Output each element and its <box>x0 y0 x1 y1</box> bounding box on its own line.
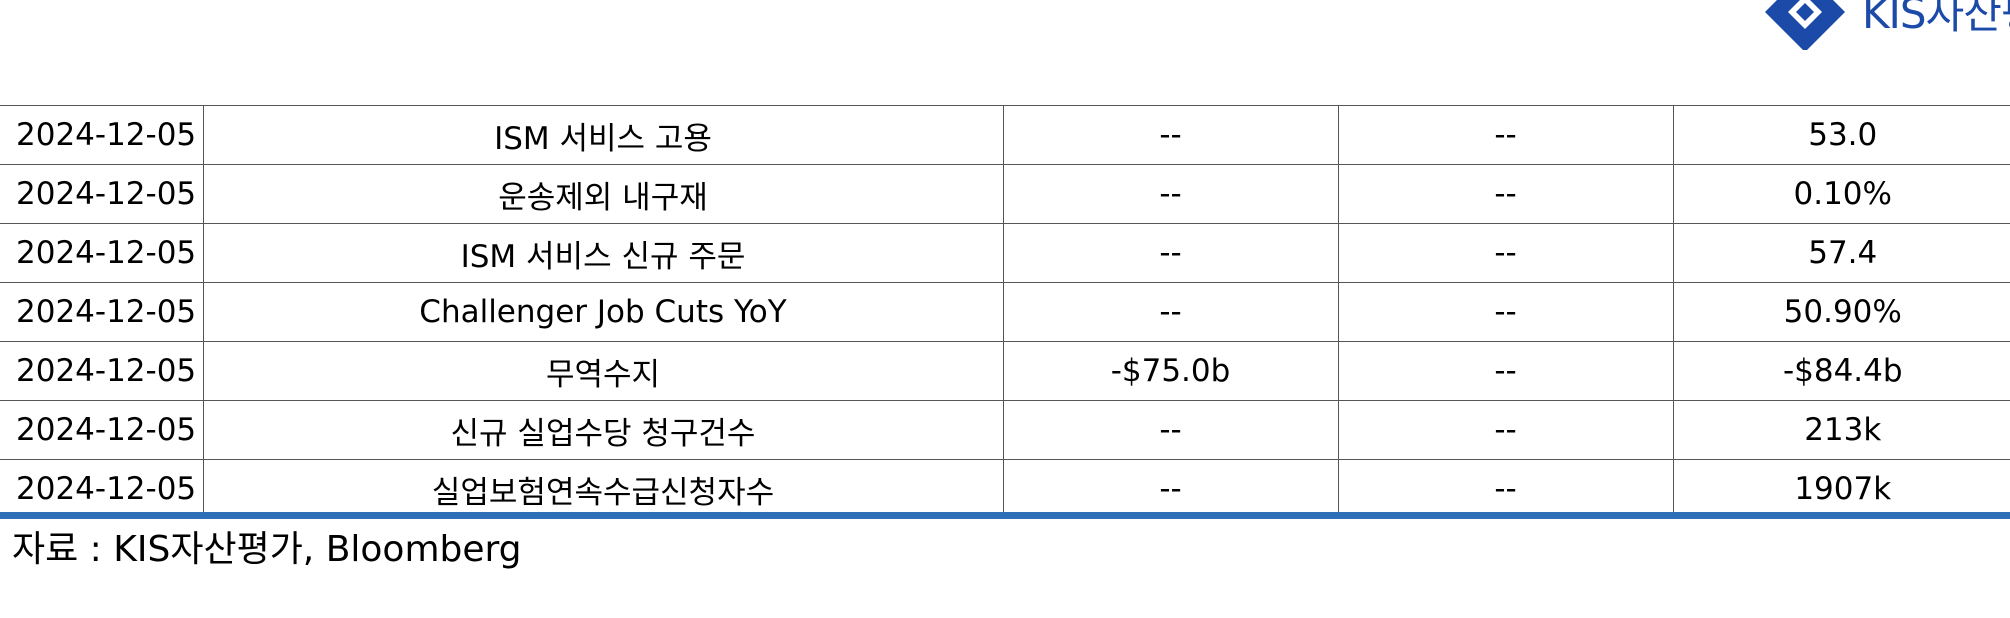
value-cell-4: -- <box>1337 105 1673 165</box>
date-cell: 2024-12-05 <box>0 164 203 224</box>
table-body: 2024-12-05 ISM 서비스 고용 -- -- 53.0 2024-12-05 운송… <box>0 105 2010 518</box>
value-cell-4: -- <box>1337 164 1673 224</box>
value-cell-3: -- <box>1002 164 1338 224</box>
event-cell: 실업보험연속수급신청자수 <box>202 459 1003 518</box>
value-cell-4: -- <box>1337 400 1673 460</box>
table-bottom-rule <box>0 512 2010 519</box>
date-cell: 2024-12-05 <box>0 400 203 460</box>
value-cell-5: 0.10% <box>1672 164 2010 224</box>
value-cell-3: -- <box>1002 105 1338 165</box>
value-cell-3: -- <box>1002 400 1338 460</box>
value-cell-4: -- <box>1337 282 1673 342</box>
value-cell-5: 50.90% <box>1672 282 2010 342</box>
diamond-logo-icon <box>1765 0 1845 50</box>
value-cell-4: -- <box>1337 459 1673 518</box>
event-cell: ISM 서비스 신규 주문 <box>202 223 1003 283</box>
value-cell-3: -- <box>1002 459 1338 518</box>
date-cell: 2024-12-05 <box>16 471 197 507</box>
date-cell: 2024-12-05 <box>0 105 203 165</box>
value-cell-4: -- <box>1337 341 1673 401</box>
event-cell: 무역수지 <box>202 341 1003 401</box>
logo-text: KIS자산평가 <box>1862 0 2010 38</box>
value-cell-3: -- <box>1002 223 1338 283</box>
event-cell: ISM 서비스 고용 <box>202 105 1003 165</box>
value-cell-3: -- <box>1002 282 1338 342</box>
date-cell: 2024-12-05 <box>0 223 203 283</box>
value-cell-4: -- <box>1337 223 1673 283</box>
table-row: 2024-12-05 Challenger Job Cuts YoY -- -- 50.… <box>0 282 2010 342</box>
table-row: 2024-12-05 무역수지 -$75.0b -- -$84.4b <box>0 341 2010 401</box>
event-cell: Challenger Job Cuts YoY <box>202 282 1003 342</box>
value-cell-5: 53.0 <box>1672 105 2010 165</box>
event-cell: 신규 실업수당 청구건수 <box>202 400 1003 460</box>
source-note: 자료 : KIS자산평가, Bloomberg <box>12 529 522 570</box>
table-row: 2024-12-05 ISM 서비스 고용 -- -- 53.0 <box>0 105 2010 165</box>
value-cell-3: -$75.0b <box>1002 341 1338 401</box>
event-cell: 운송제외 내구재 <box>202 164 1003 224</box>
date-cell: 2024-12-05 <box>0 341 203 401</box>
table-row: 2024-12-05 ISM 서비스 신규 주문 -- -- 57.4 <box>0 223 2010 283</box>
value-cell-5: 1907k <box>1672 459 2010 518</box>
company-logo: KIS자산평가 <box>1740 0 2010 50</box>
table-row: 2024-12-05 신규 실업수당 청구건수 -- -- 213k <box>0 400 2010 460</box>
value-cell-5: -$84.4b <box>1672 341 2010 401</box>
economic-calendar-table: 2024-12-05 ISM 서비스 고용 -- -- 53.0 2024-12-05 운송… <box>0 105 2010 518</box>
date-cell: 2024-12-05 <box>0 282 203 342</box>
table-row: 2024-12-05 운송제외 내구재 -- -- 0.10% <box>0 164 2010 224</box>
table-row: 2024-12-05 실업보험연속수급신청자수 -- -- 1907k <box>0 459 2010 518</box>
value-cell-5: 57.4 <box>1672 223 2010 283</box>
value-cell-5: 213k <box>1672 400 2010 460</box>
